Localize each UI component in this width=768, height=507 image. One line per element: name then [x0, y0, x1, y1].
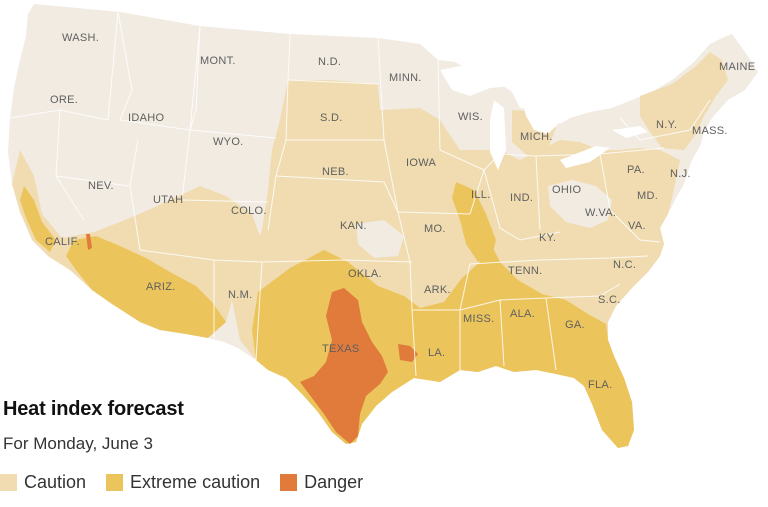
danger-zone-texas	[300, 288, 388, 444]
clear-gap-ohio-valley	[548, 180, 612, 228]
state-label-nev: NEV.	[88, 180, 114, 192]
state-label-wva: W.VA.	[585, 207, 616, 219]
state-label-colo: COLO.	[231, 205, 267, 217]
state-label-iowa: IOWA	[406, 157, 436, 169]
legend-swatch-danger	[280, 474, 298, 491]
state-label-mich: MICH.	[520, 131, 553, 143]
caution-zone-northeast	[640, 52, 728, 150]
legend-label-danger: Danger	[304, 472, 364, 492]
state-label-miss: MISS.	[463, 313, 494, 325]
extreme-caution-zone-calif	[20, 186, 56, 252]
lake-ontario	[612, 126, 648, 138]
state-label-ala: ALA.	[510, 308, 535, 320]
state-label-la: LA.	[428, 347, 445, 359]
state-label-nc: N.C.	[613, 259, 636, 271]
lake-huron	[522, 100, 560, 134]
state-label-wis: WIS.	[458, 111, 483, 123]
state-label-ore: ORE.	[50, 94, 78, 106]
state-label-mass: MASS.	[692, 125, 728, 137]
great-lakes	[440, 64, 648, 170]
state-label-minn: MINN.	[389, 72, 422, 84]
state-label-utah: UTAH	[153, 194, 183, 206]
state-label-nm: N.M.	[228, 289, 252, 301]
legend-swatch-extreme-caution	[106, 474, 124, 491]
state-label-ohio: OHIO	[552, 184, 581, 196]
legend-item-extreme-caution: Extreme caution	[106, 472, 260, 493]
state-label-md: MD.	[637, 190, 658, 202]
state-label-va: VA.	[628, 220, 646, 232]
state-label-mo: MO.	[424, 223, 446, 235]
legend-swatch-caution	[0, 474, 17, 491]
state-labels: WASH. MONT. N.D. MINN. MAINE ORE. IDAHO S.D. WIS…	[45, 32, 755, 391]
state-label-ariz: ARIZ.	[146, 281, 176, 293]
state-label-ky: KY.	[539, 232, 556, 244]
state-label-ga: GA.	[565, 319, 585, 331]
legend: Caution Extreme caution Danger	[0, 472, 383, 493]
legend-label-caution: Caution	[24, 472, 87, 492]
danger-zone-calif	[86, 234, 92, 250]
state-borders	[9, 11, 711, 377]
state-label-tenn: TENN.	[508, 265, 543, 277]
state-label-okla: OKLA.	[348, 268, 382, 280]
state-label-texas: TEXAS	[322, 343, 360, 355]
state-label-nd: N.D.	[318, 56, 341, 68]
state-label-sc: S.C.	[598, 294, 621, 306]
state-label-idaho: IDAHO	[128, 112, 164, 124]
state-label-ny: N.Y.	[656, 119, 677, 131]
danger-zone-east-texas	[398, 344, 418, 362]
state-label-ind: IND.	[510, 192, 533, 204]
map-title: Heat index forecast	[3, 398, 184, 420]
legend-item-caution: Caution	[0, 472, 86, 493]
state-label-kan: KAN.	[340, 220, 367, 232]
lake-erie	[560, 146, 610, 168]
state-label-pa: PA.	[627, 164, 645, 176]
state-label-wyo: WYO.	[213, 136, 244, 148]
lake-superior	[440, 64, 514, 96]
state-label-wash: WASH.	[62, 32, 99, 44]
legend-label-extreme-caution: Extreme caution	[130, 472, 261, 492]
state-label-calif: CALIF.	[45, 236, 80, 248]
state-label-nj: N.J.	[670, 168, 691, 180]
state-label-ark: ARK.	[424, 284, 451, 296]
state-label-fla: FLA.	[588, 379, 612, 391]
map-subtitle: For Monday, June 3	[3, 434, 153, 453]
extreme-caution-zone-mississippi	[452, 182, 496, 262]
state-label-neb: NEB.	[322, 166, 349, 178]
lake-michigan	[490, 100, 506, 170]
extreme-caution-zone-southwest	[66, 236, 226, 338]
state-label-maine: MAINE	[719, 61, 755, 73]
state-label-mont: MONT.	[200, 55, 236, 67]
state-label-sd: S.D.	[320, 112, 343, 124]
legend-item-danger: Danger	[280, 472, 363, 493]
state-label-ill: ILL.	[471, 189, 491, 201]
clear-gap-kansas	[356, 220, 404, 258]
